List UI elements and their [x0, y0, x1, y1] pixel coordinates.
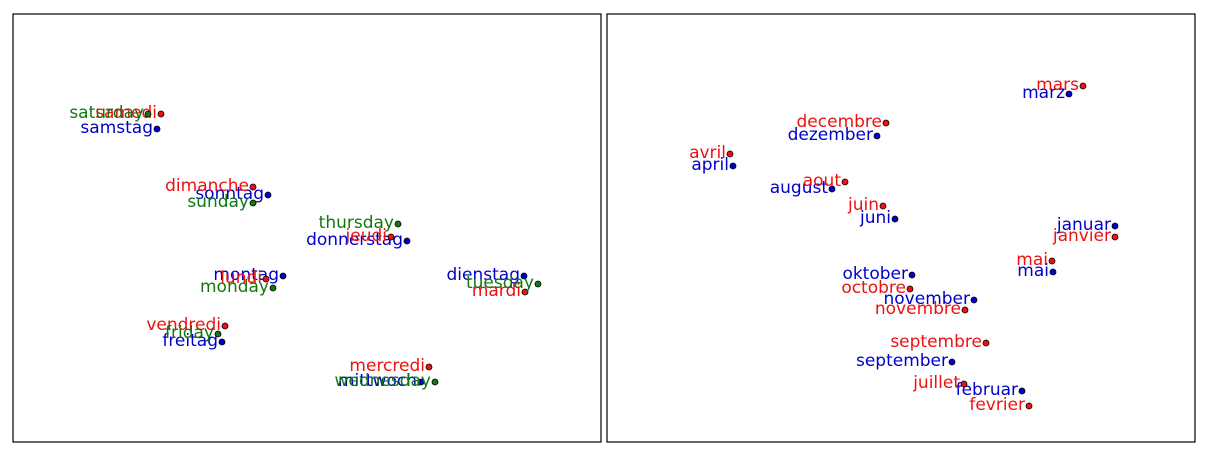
point-label-januar: januar [1056, 215, 1111, 235]
point-mai [1049, 268, 1057, 276]
point-label-september: september [856, 351, 948, 371]
point-label-mercredi: mercredi [349, 356, 425, 376]
point-label-avril: avril [689, 143, 726, 163]
point-label-friday: friday [165, 323, 214, 343]
point-saturday [144, 110, 152, 118]
point-label-septembre: septembre [890, 332, 982, 352]
point-label-donnerstag: donnerstag [306, 230, 403, 250]
point-dimanche [249, 183, 257, 191]
plot-frame [606, 13, 1196, 443]
point-label-montag: montag [213, 265, 279, 285]
point-label-vendredi: vendredi [146, 315, 221, 335]
point-vendredi [221, 322, 229, 330]
point-octobre [906, 285, 914, 293]
point-label-marz: marz [1022, 83, 1065, 103]
point-mittwoch [417, 378, 425, 386]
point-label-aout: aout [803, 171, 842, 191]
point-label-lundi: lundi [220, 268, 262, 288]
point-label-freitag: freitag [162, 331, 218, 351]
point-mardi [521, 288, 529, 296]
point-label-octobre: octobre [841, 278, 906, 298]
point-label-mardi: mardi [472, 281, 521, 301]
point-jeudi [387, 233, 395, 241]
point-september [948, 358, 956, 366]
plot-frame [12, 13, 602, 443]
point-label-sonntag: sonntag [195, 184, 264, 204]
point-juillet [960, 380, 968, 388]
point-label-juin: juin [847, 195, 879, 215]
point-februar [1018, 387, 1026, 395]
point-juni [891, 215, 899, 223]
point-mars [1079, 82, 1087, 90]
point-label-dezember: dezember [788, 125, 873, 145]
point-donnerstag [403, 237, 411, 245]
point-label-april: april [691, 155, 729, 175]
point-samstag [153, 125, 161, 133]
point-mai [1048, 257, 1056, 265]
point-label-thursday: thursday [319, 213, 394, 233]
point-friday [214, 330, 222, 338]
point-label-saturday: saturday [69, 103, 144, 123]
point-freitag [218, 338, 226, 346]
point-label-tuesday: tuesday [466, 273, 534, 293]
point-lundi [262, 275, 270, 283]
point-thursday [394, 220, 402, 228]
point-label-sunday: sunday [187, 192, 249, 212]
point-novembre [961, 306, 969, 314]
scatter-plot-months: marz dezember april august juni januar mai okto… [606, 13, 1196, 443]
point-samedi [157, 110, 165, 118]
point-label-mai: mai [1016, 250, 1048, 270]
point-label-mittwoch: mittwoch [338, 371, 417, 391]
point-montag [279, 272, 287, 280]
point-august [828, 185, 836, 193]
point-aout [841, 178, 849, 186]
point-label-februar: februar [956, 380, 1018, 400]
point-label-juillet: juillet [912, 373, 960, 393]
point-janvier [1111, 233, 1119, 241]
point-dienstag [520, 272, 528, 280]
point-label-janvier: janvier [1052, 226, 1111, 246]
point-label-novembre: novembre [875, 299, 961, 319]
point-label-decembre: decembre [797, 112, 882, 132]
point-sonntag [264, 191, 272, 199]
point-label-samstag: samstag [80, 118, 153, 138]
point-tuesday [534, 280, 542, 288]
point-wednesday [431, 378, 439, 386]
point-sunday [249, 199, 257, 207]
scatter-panel-days: samstag sonntag donnerstag montag dienstag fr… [12, 13, 602, 443]
point-label-november: november [884, 289, 971, 309]
point-label-jeudi: jeudi [345, 226, 387, 246]
point-label-august: august [770, 178, 829, 198]
point-oktober [908, 271, 916, 279]
point-april [729, 162, 737, 170]
point-label-monday: monday [200, 277, 269, 297]
point-label-juni: juni [859, 208, 891, 228]
point-label-fevrier: fevrier [969, 395, 1025, 415]
point-fevrier [1025, 402, 1033, 410]
point-label-wednesday: wednesday [334, 371, 431, 391]
point-label-dimanche: dimanche [165, 176, 249, 196]
point-label-mai: mai [1017, 261, 1049, 281]
point-mercredi [425, 363, 433, 371]
point-label-mars: mars [1036, 75, 1079, 95]
point-marz [1065, 90, 1073, 98]
point-januar [1111, 222, 1119, 230]
scatter-panel-months: marz dezember april august juni januar mai okto… [604, 0, 1208, 460]
point-avril [726, 150, 734, 158]
point-label-oktober: oktober [842, 264, 908, 284]
scatter-plot-days: samstag sonntag donnerstag montag dienstag fr… [12, 13, 602, 443]
point-dezember [873, 132, 881, 140]
point-septembre [982, 339, 990, 347]
point-label-samedi: samedi [95, 103, 157, 123]
point-label-dienstag: dienstag [447, 265, 520, 285]
point-juin [879, 202, 887, 210]
point-decembre [882, 119, 890, 127]
point-november [970, 296, 978, 304]
point-monday [269, 284, 277, 292]
